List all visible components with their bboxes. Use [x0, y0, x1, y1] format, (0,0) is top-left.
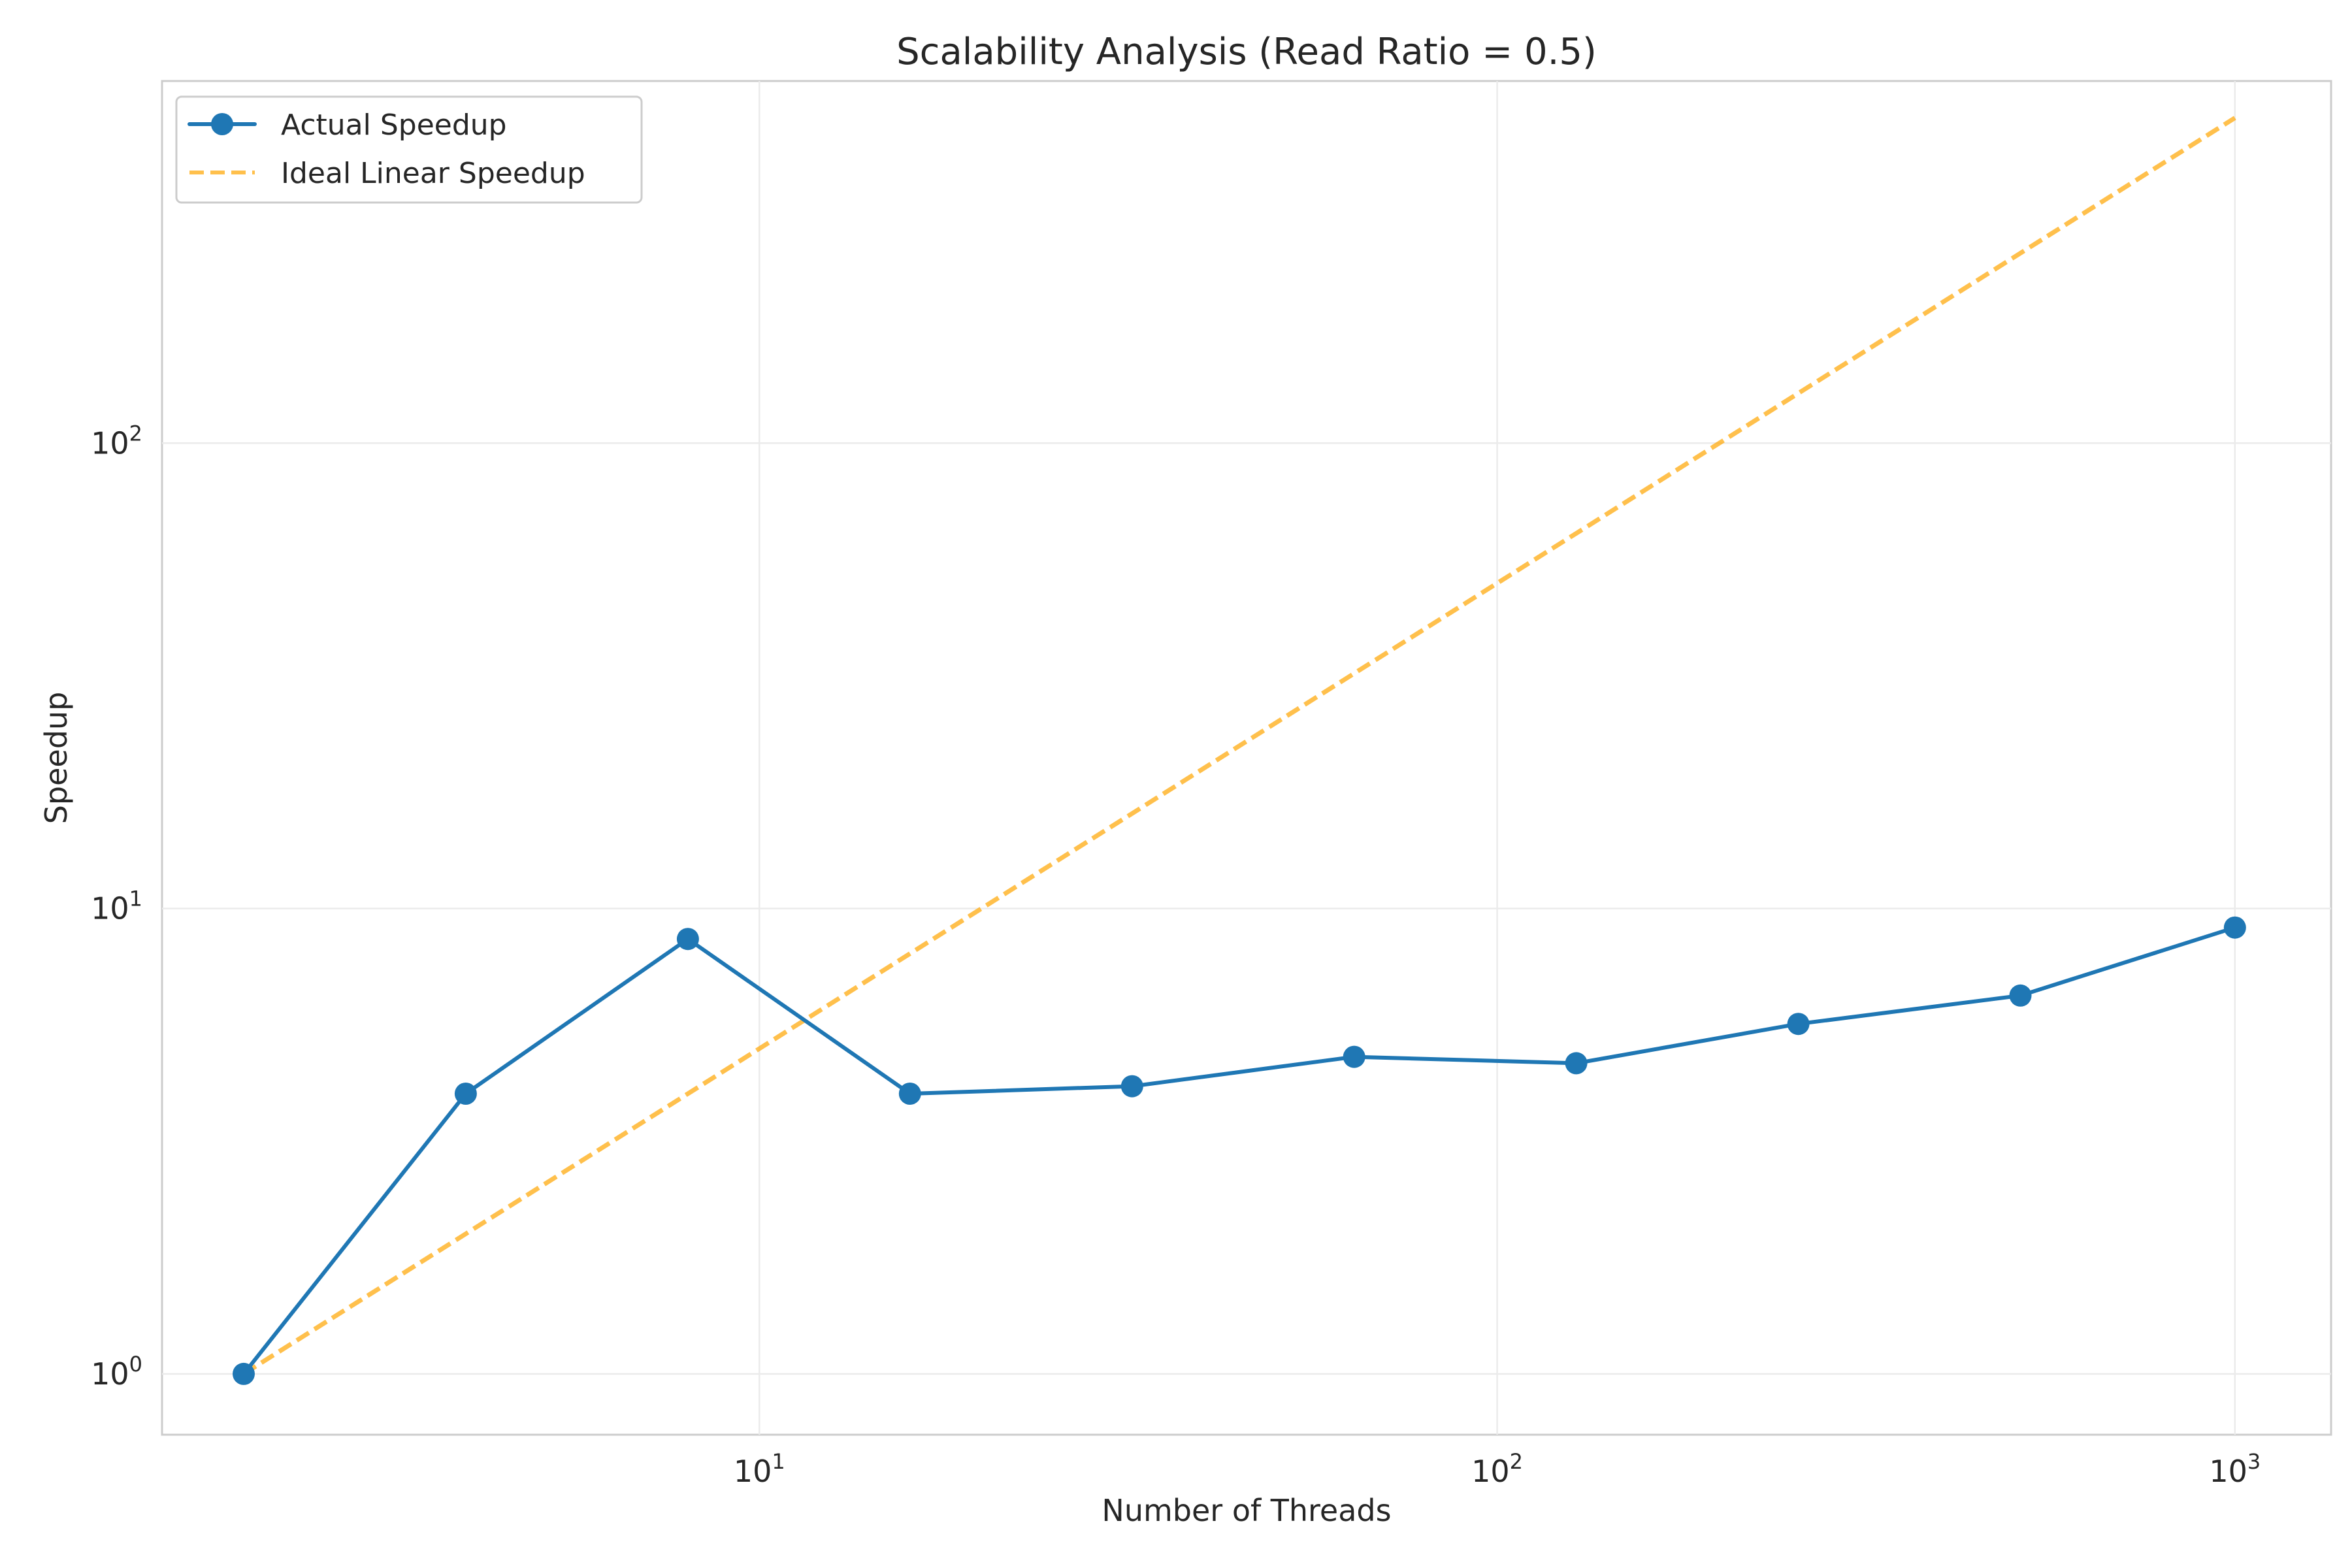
- y-tick-base: 10: [91, 425, 129, 461]
- legend-label-ideal-linear-speedup: Ideal Linear Speedup: [281, 157, 585, 190]
- data-point: [2009, 984, 2032, 1007]
- data-point: [1120, 1075, 1143, 1098]
- x-tick-label: 103: [2209, 1449, 2261, 1489]
- y-tick-exponent: 1: [129, 887, 142, 911]
- data-point: [454, 1083, 477, 1105]
- data-point: [1343, 1045, 1365, 1068]
- plot-area: [161, 80, 2332, 1436]
- data-point: [676, 928, 699, 951]
- x-tick-label: 101: [734, 1449, 785, 1489]
- legend-marker-actual-speedup: [211, 113, 233, 135]
- x-tick-exponent: 3: [2247, 1449, 2261, 1474]
- legend: Actual Speedup Ideal Linear Speedup: [175, 95, 643, 204]
- series-line-actual-speedup: [242, 925, 2236, 1375]
- y-tick-exponent: 2: [129, 421, 142, 446]
- data-point: [2223, 916, 2246, 939]
- data-point: [1565, 1052, 1588, 1075]
- series-layer: [233, 116, 2246, 1385]
- y-tick-base: 10: [91, 1356, 129, 1392]
- x-tick-base: 10: [734, 1454, 772, 1489]
- y-tick-label: 101: [91, 887, 142, 926]
- x-axis-label: Number of Threads: [1102, 1493, 1391, 1528]
- x-tick-exponent: 1: [772, 1449, 785, 1474]
- y-tick-exponent: 0: [129, 1352, 142, 1377]
- legend-label-actual-speedup: Actual Speedup: [281, 108, 507, 142]
- data-point: [233, 1362, 255, 1385]
- y-tick-label: 102: [91, 421, 142, 461]
- legend-box: [175, 95, 643, 204]
- y-tick-label: 100: [91, 1352, 142, 1392]
- x-tick-base: 10: [2209, 1454, 2247, 1489]
- series-line-ideal-linear-speedup: [242, 116, 2236, 1376]
- y-tick-base: 10: [91, 891, 129, 926]
- grid: [162, 81, 2331, 1435]
- y-axis-label: Speedup: [39, 692, 74, 825]
- chart-title: Scalability Analysis (Read Ratio = 0.5): [896, 31, 1597, 73]
- x-tick-exponent: 2: [1510, 1449, 1523, 1474]
- x-tick-label: 102: [1471, 1449, 1523, 1489]
- data-point: [898, 1083, 921, 1105]
- data-point: [1787, 1013, 1810, 1036]
- x-tick-base: 10: [1471, 1454, 1510, 1489]
